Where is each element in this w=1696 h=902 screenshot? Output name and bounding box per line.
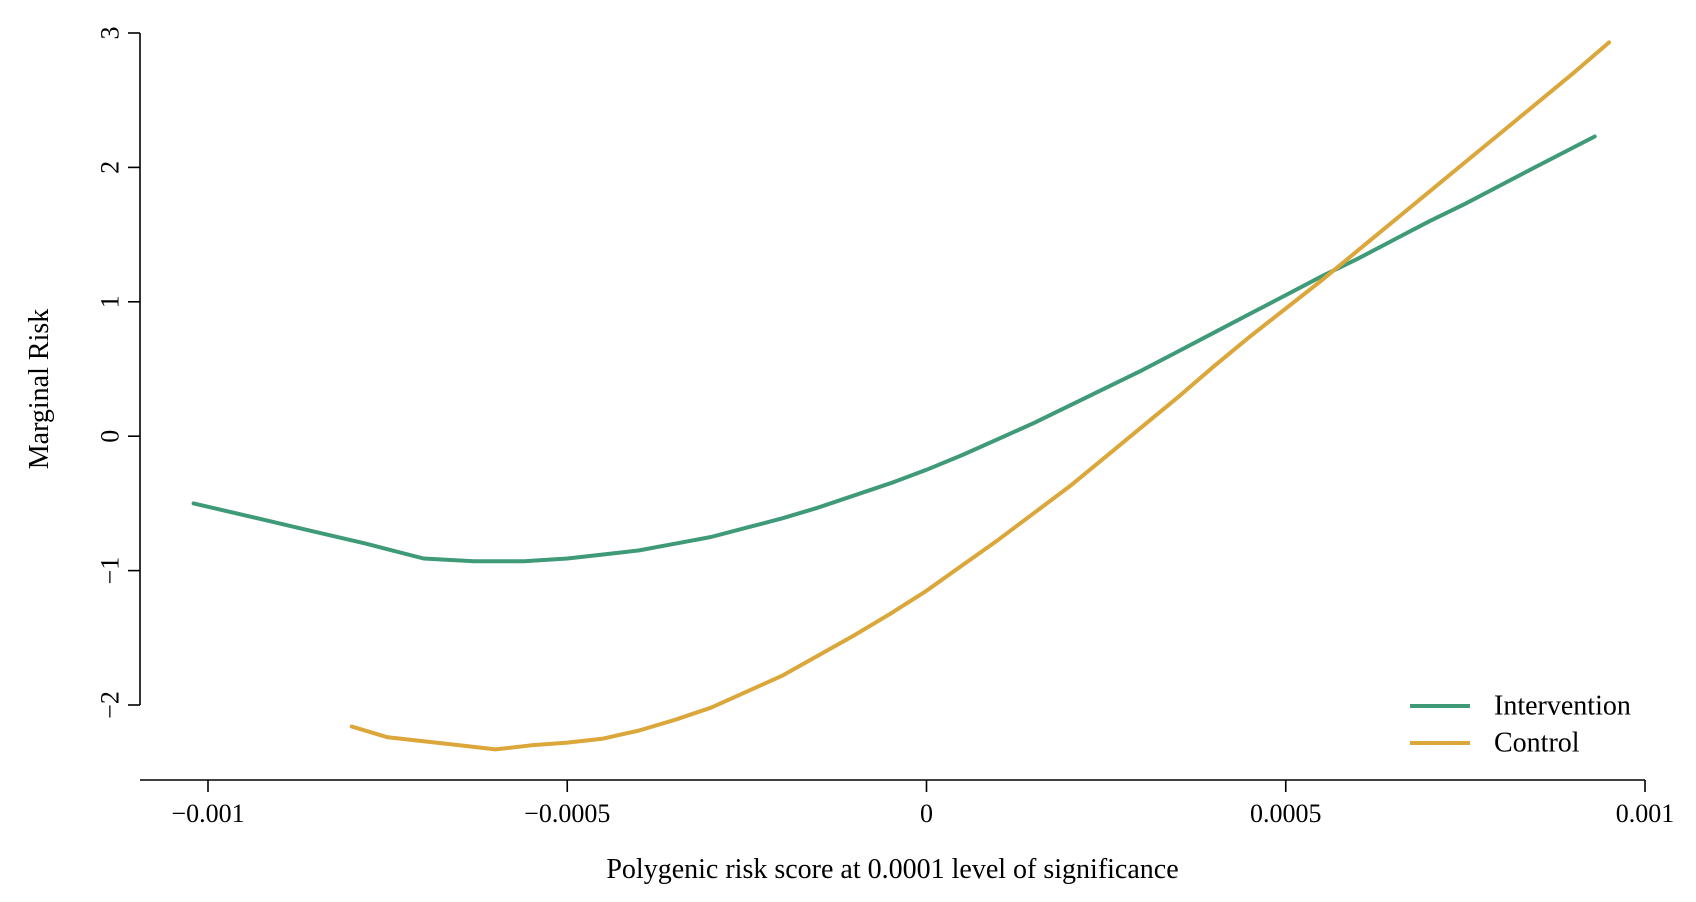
x-tick-label: 0.0005 <box>1250 799 1322 828</box>
y-tick-label: 1 <box>96 295 125 308</box>
y-axis-title: Marginal Risk <box>24 309 55 469</box>
x-tick-label: −0.001 <box>171 799 244 828</box>
plot-area <box>191 40 1612 752</box>
series-line-intervention <box>191 134 1597 564</box>
y-tick-label: 3 <box>96 27 125 40</box>
y-tick-label: −2 <box>96 691 125 719</box>
x-axis-title: Polygenic risk score at 0.0001 level of … <box>606 854 1178 885</box>
legend-label-control: Control <box>1494 728 1580 759</box>
y-tick-label: 0 <box>96 430 125 443</box>
series-layer <box>191 40 1612 752</box>
legend: Intervention Control <box>1410 691 1631 759</box>
y-tick-label: −1 <box>96 557 125 585</box>
x-axis-ticks: −0.001 −0.0005 0 0.0005 0.001 <box>171 780 1674 828</box>
y-tick-label: 2 <box>96 161 125 174</box>
x-tick-label: 0.001 <box>1616 799 1675 828</box>
legend-label-intervention: Intervention <box>1494 691 1631 722</box>
x-tick-label: 0 <box>920 799 933 828</box>
y-axis-ticks: −2 −1 0 1 2 3 <box>96 27 140 719</box>
x-tick-label: −0.0005 <box>524 799 610 828</box>
series-line-control <box>349 40 1612 752</box>
